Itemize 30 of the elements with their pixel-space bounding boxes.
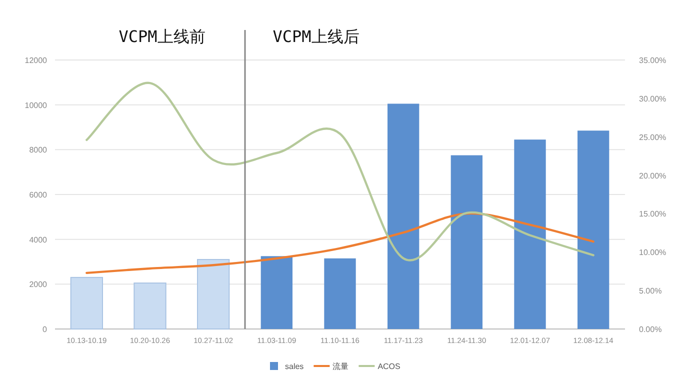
y-tick-label: 10000 [24,100,48,110]
y-tick-label: 0 [42,325,48,334]
y-tick-label: 2000 [29,280,48,290]
y-tick-label: 6000 [29,190,48,200]
y2-tick-label: 20.00% [639,171,666,180]
y2-tick-label: 25.00% [639,132,666,142]
y2-tick-label: 10.00% [639,248,666,258]
bar [514,140,546,329]
line-series [86,212,594,274]
text: VCPM上线前 [118,27,206,46]
bar [134,282,166,330]
y-tick-label: 12000 [24,56,48,65]
bar [578,130,610,329]
bar [260,256,292,329]
bar [450,155,482,329]
bar [70,276,103,330]
y-tick-label: 4000 [29,235,48,244]
y2-tick-label: 15.00% [639,210,666,219]
legend-label: sales [285,362,304,371]
y2-tick-label: 5.00% [639,286,662,296]
bar [388,104,420,329]
bar [324,258,356,329]
legend-label: 流量 [332,362,349,371]
bar [197,259,230,330]
y2-tick-label: 35.00% [639,56,666,65]
text: VCPM上线后 [272,27,360,46]
legend-label: ACOS [378,362,400,371]
y-tick-label: 8000 [29,146,48,155]
y2-tick-label: 30.00% [639,94,666,104]
y2-tick-label: 0.00% [639,325,662,334]
